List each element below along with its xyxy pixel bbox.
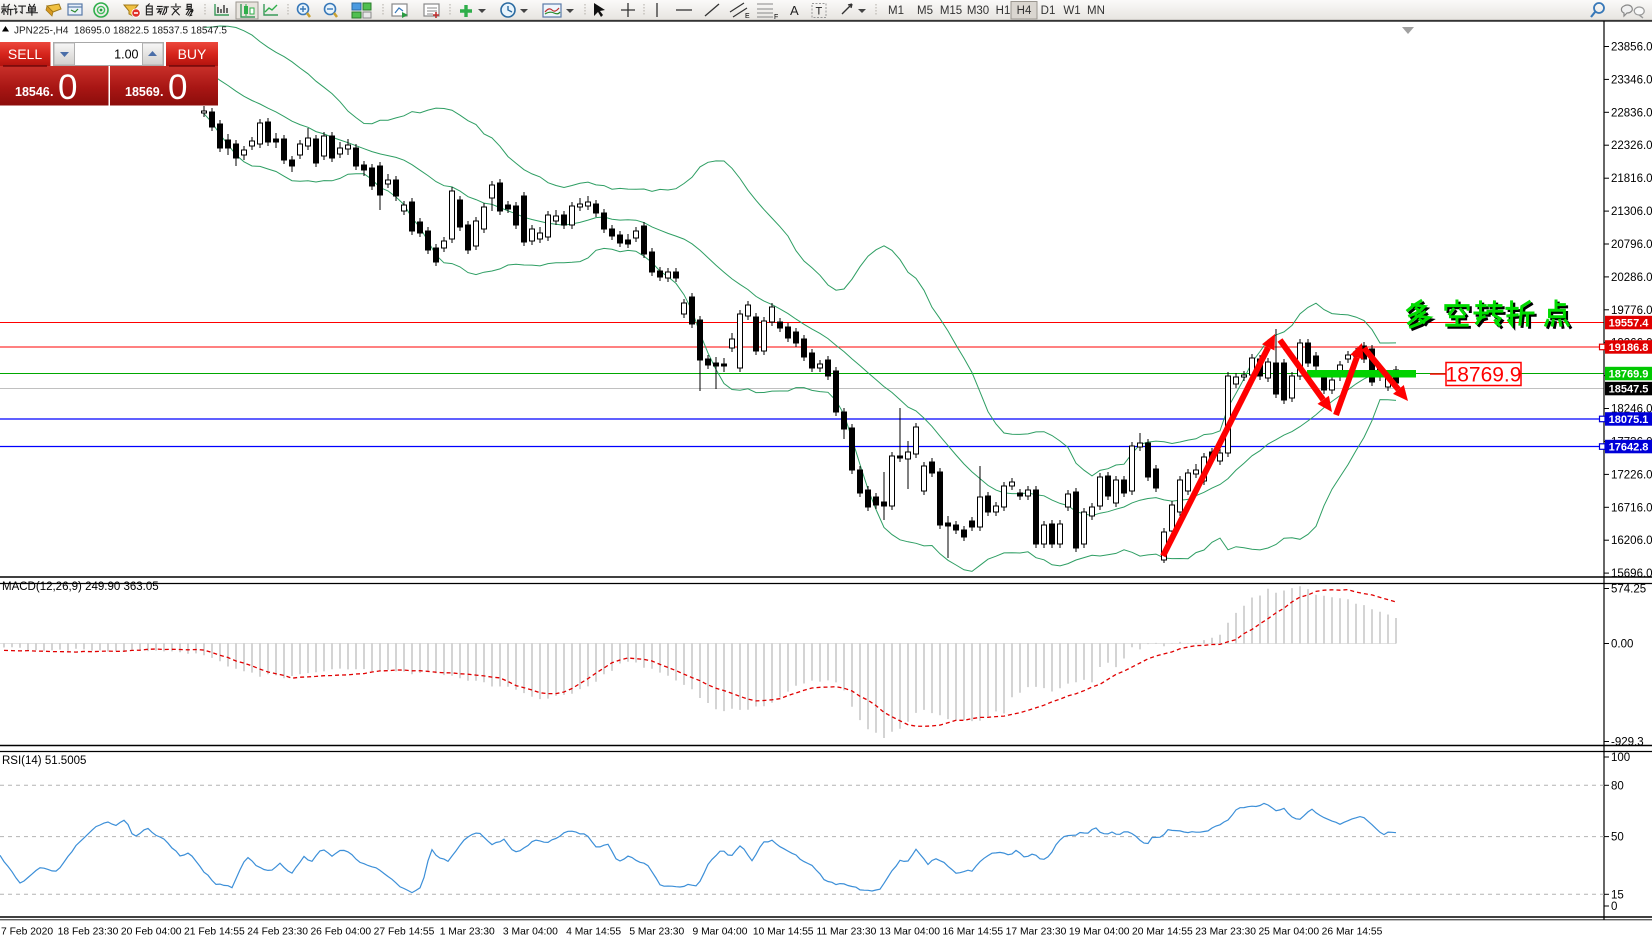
svg-text:17226.0: 17226.0	[1611, 469, 1652, 481]
svg-text:.: .	[50, 85, 53, 99]
svg-text:21 Feb 14:55: 21 Feb 14:55	[184, 927, 245, 938]
svg-text:18075.1: 18075.1	[1609, 414, 1649, 426]
svg-text:M5: M5	[917, 5, 933, 17]
svg-text:7 Feb 2020: 7 Feb 2020	[1, 927, 53, 938]
svg-text:18547.5: 18547.5	[1609, 384, 1649, 396]
svg-text:.: .	[160, 85, 163, 99]
svg-text:F: F	[774, 14, 778, 21]
svg-text:17 Mar 23:30: 17 Mar 23:30	[1006, 927, 1067, 938]
svg-text:100: 100	[1611, 752, 1630, 764]
svg-text:19 Mar 04:00: 19 Mar 04:00	[1069, 927, 1130, 938]
svg-text:13 Mar 04:00: 13 Mar 04:00	[879, 927, 940, 938]
svg-text:T: T	[816, 6, 823, 18]
svg-text:JPN225-,H4 18695.0 18822.5 18: JPN225-,H4 18695.0 18822.5 18537.5 18547…	[14, 26, 227, 37]
svg-text:D1: D1	[1041, 5, 1056, 17]
svg-text:21816.0: 21816.0	[1611, 173, 1652, 185]
svg-text:19557.4: 19557.4	[1609, 318, 1650, 330]
svg-text:9 Mar 04:00: 9 Mar 04:00	[693, 927, 748, 938]
svg-text:W1: W1	[1063, 5, 1080, 17]
svg-text:24 Feb 23:30: 24 Feb 23:30	[247, 927, 308, 938]
svg-text:18 Feb 23:30: 18 Feb 23:30	[58, 927, 119, 938]
svg-text:574.25: 574.25	[1611, 584, 1646, 596]
svg-text:5 Mar 23:30: 5 Mar 23:30	[629, 927, 684, 938]
svg-text:BUY: BUY	[178, 46, 207, 62]
svg-text:E: E	[745, 13, 750, 20]
svg-text:A: A	[790, 3, 799, 18]
svg-text:11 Mar 23:30: 11 Mar 23:30	[816, 927, 876, 938]
svg-text:23346.0: 23346.0	[1611, 74, 1652, 86]
svg-text:0.00: 0.00	[1611, 639, 1633, 651]
svg-text:18769.9: 18769.9	[1609, 369, 1649, 381]
svg-text:20796.0: 20796.0	[1611, 239, 1652, 251]
svg-text:0: 0	[168, 68, 187, 107]
svg-text:16 Mar 14:55: 16 Mar 14:55	[942, 927, 1003, 938]
svg-text:M15: M15	[940, 5, 962, 17]
svg-text:26 Feb 04:00: 26 Feb 04:00	[310, 927, 371, 938]
svg-text:18769.9: 18769.9	[1446, 364, 1522, 387]
svg-text:80: 80	[1611, 780, 1624, 792]
svg-text:19776.0: 19776.0	[1611, 305, 1652, 317]
svg-text:19186.8: 19186.8	[1609, 342, 1649, 354]
svg-text:18546: 18546	[15, 85, 50, 99]
svg-text:15696.0: 15696.0	[1611, 568, 1652, 580]
svg-text:20 Feb 04:00: 20 Feb 04:00	[121, 927, 182, 938]
svg-text:1 Mar 23:30: 1 Mar 23:30	[440, 927, 495, 938]
svg-text:MN: MN	[1087, 5, 1105, 17]
svg-text:15: 15	[1611, 889, 1624, 901]
svg-text:MACD(12,26,9) 249.90 363.05: MACD(12,26,9) 249.90 363.05	[2, 581, 159, 593]
svg-text:4 Mar 14:55: 4 Mar 14:55	[566, 927, 621, 938]
svg-text:M1: M1	[888, 5, 904, 17]
svg-text:-929.3: -929.3	[1611, 737, 1644, 749]
svg-text:25 Mar 04:00: 25 Mar 04:00	[1258, 927, 1319, 938]
svg-text:H1: H1	[996, 5, 1011, 17]
svg-text:17642.8: 17642.8	[1609, 442, 1649, 454]
svg-text:RSI(14) 51.5005: RSI(14) 51.5005	[2, 755, 86, 767]
svg-text:20 Mar 14:55: 20 Mar 14:55	[1132, 927, 1193, 938]
svg-text:0: 0	[1611, 901, 1617, 913]
svg-text:22326.0: 22326.0	[1611, 140, 1652, 152]
svg-text:H4: H4	[1017, 5, 1032, 17]
svg-text:10 Mar 14:55: 10 Mar 14:55	[753, 927, 814, 938]
svg-text:23856.0: 23856.0	[1611, 42, 1652, 54]
svg-text:21306.0: 21306.0	[1611, 206, 1652, 218]
svg-text:0: 0	[58, 68, 77, 107]
svg-text:20286.0: 20286.0	[1611, 272, 1652, 284]
svg-text:M30: M30	[967, 5, 989, 17]
svg-text:3 Mar 04:00: 3 Mar 04:00	[503, 927, 558, 938]
svg-text:27 Feb 14:55: 27 Feb 14:55	[374, 927, 435, 938]
svg-text:23 Mar 23:30: 23 Mar 23:30	[1195, 927, 1256, 938]
svg-text:SELL: SELL	[8, 46, 42, 62]
svg-text:50: 50	[1611, 832, 1624, 844]
svg-text:26 Mar 14:55: 26 Mar 14:55	[1322, 927, 1383, 938]
svg-text:16206.0: 16206.0	[1611, 535, 1652, 547]
svg-text:18569: 18569	[125, 85, 160, 99]
svg-text:16716.0: 16716.0	[1611, 502, 1652, 514]
svg-text:22836.0: 22836.0	[1611, 107, 1652, 119]
svg-text:1.00: 1.00	[114, 48, 138, 62]
